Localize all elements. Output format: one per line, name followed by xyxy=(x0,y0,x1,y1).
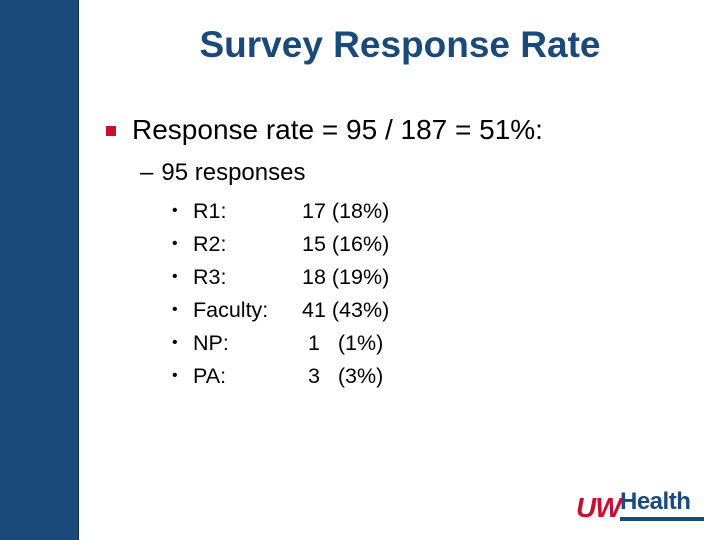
item-label: R2: xyxy=(193,232,227,256)
dot-bullet-icon: • xyxy=(172,334,178,351)
item-value: 18 (19%) xyxy=(302,265,390,289)
dot-bullet-icon: • xyxy=(172,202,178,219)
dot-bullet-icon: • xyxy=(172,301,178,318)
sub-bullet: –95 responses xyxy=(140,159,305,187)
item-value: 15 (16%) xyxy=(302,232,390,256)
dot-bullet-icon: • xyxy=(172,235,178,252)
main-bullet: Response rate = 95 / 187 = 51%: xyxy=(106,114,543,146)
item-label: R3: xyxy=(193,265,227,289)
logo-uw-text: UW xyxy=(576,492,622,523)
item-label: PA: xyxy=(193,364,227,388)
item-value: 1 (1%) xyxy=(302,331,384,355)
item-label: R1: xyxy=(193,199,227,223)
item-value: 41 (43%) xyxy=(302,298,390,322)
logo-underline xyxy=(620,517,704,521)
dot-bullet-icon: • xyxy=(172,268,178,285)
main-bullet-text: Response rate = 95 / 187 = 51%: xyxy=(132,114,543,145)
item-label: Faculty: xyxy=(193,298,269,322)
dash-bullet: – xyxy=(140,159,154,186)
uw-health-logo: UW Health xyxy=(574,486,706,523)
dot-bullet-icon: • xyxy=(172,367,178,384)
slide-title: Survey Response Rate xyxy=(199,24,601,65)
item-value: 3 (3%) xyxy=(302,364,384,388)
square-bullet-icon xyxy=(106,126,116,136)
item-label: NP: xyxy=(193,331,229,355)
sub-bullet-text: 95 responses xyxy=(161,159,306,186)
logo-health-text: Health xyxy=(620,488,691,515)
item-value: 17 (18%) xyxy=(302,199,390,223)
sidebar-band xyxy=(0,0,79,540)
